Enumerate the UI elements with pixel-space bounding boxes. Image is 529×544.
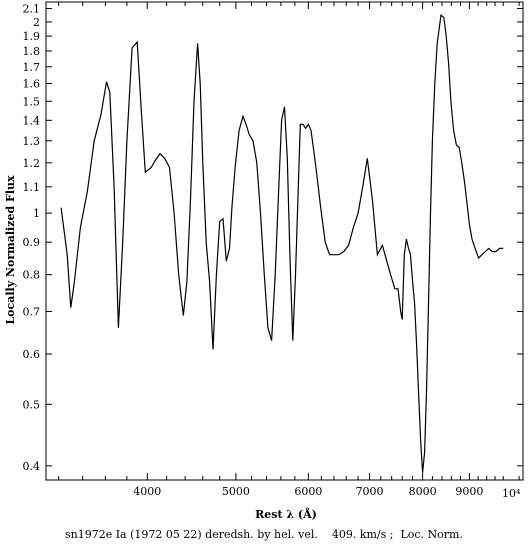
y-tick-label: 1.2 [23,157,41,170]
y-tick-label: 2.1 [23,2,41,15]
x-axis-ticks: 4000 5000 6000 7000 8000 9000 [58,2,520,498]
spectrum-line [60,13,504,473]
x-tick-label: 6000 [294,485,322,498]
y-tick-label: 0.7 [23,306,41,319]
y-tick-label: 1.5 [23,95,41,108]
x-tick-label: 9000 [455,485,483,498]
y-tick-label: 1.9 [23,30,41,43]
x-tick-label: 5000 [222,485,250,498]
y-tick-label: 1.3 [23,135,41,148]
x-tick-label: 8000 [409,485,437,498]
chart-caption: sn1972e Ia (1972 05 22) deredsh. by hel.… [65,528,463,541]
y-tick-label: 1.6 [23,77,41,90]
y-axis-ticks: 0.4 0.5 0.6 0.7 0.8 0.9 1 1.1 1.2 1.3 1.4 1.5 1.6 1.7… [23,2,523,473]
y-tick-label: 1.4 [23,114,41,127]
y-tick-label: 1.1 [23,181,41,194]
y-tick-label: 0.6 [23,348,41,361]
y-tick-label: 0.9 [23,236,41,249]
x-axis-title: Rest λ (Å) [255,507,317,521]
y-tick-label: 0.8 [23,269,41,282]
x-tick-label: 7000 [356,485,384,498]
y-tick-label: 2 [33,16,40,29]
x-tick-label: 4000 [133,485,161,498]
y-tick-label: 1.8 [23,45,41,58]
y-tick-label: 0.4 [23,460,41,473]
y-tick-label: 1.7 [23,61,41,74]
y-axis-title: Locally Normalized Flux [4,175,17,325]
y-tick-label: 0.5 [23,398,41,411]
x-axis-exponent-label: 10⁴ [502,487,521,500]
y-tick-label: 1 [33,207,40,220]
plot-frame [45,1,524,481]
